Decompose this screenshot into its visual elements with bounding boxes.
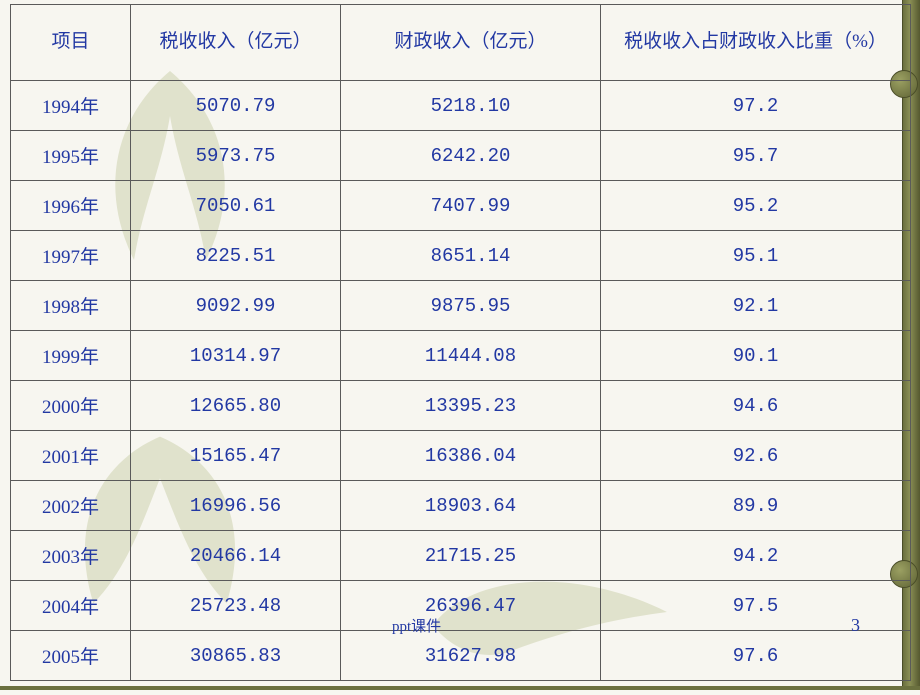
cell-value: 6242.20 [341,131,601,181]
cell-value: 26396.47 [341,581,601,631]
cell-value: 15165.47 [131,431,341,481]
cell-value: 20466.14 [131,531,341,581]
cell-year: 1995年 [11,131,131,181]
table-row: 2004年25723.4826396.4797.5 [11,581,911,631]
table-row: 2001年15165.4716386.0492.6 [11,431,911,481]
table-header-row: 项目 税收收入（亿元） 财政收入（亿元） 税收收入占财政收入比重（%） [11,5,911,81]
table-row: 2003年20466.1421715.2594.2 [11,531,911,581]
cell-year: 2003年 [11,531,131,581]
cell-year: 1999年 [11,331,131,381]
cell-value: 92.1 [601,281,911,331]
cell-value: 95.2 [601,181,911,231]
table-row: 1999年10314.9711444.0890.1 [11,331,911,381]
col-header-ratio: 税收收入占财政收入比重（%） [601,5,911,81]
cell-value: 89.9 [601,481,911,531]
cell-value: 30865.83 [131,631,341,681]
cell-value: 9092.99 [131,281,341,331]
cell-year: 1996年 [11,181,131,231]
cell-value: 8225.51 [131,231,341,281]
cell-value: 92.6 [601,431,911,481]
cell-value: 5218.10 [341,81,601,131]
cell-value: 25723.48 [131,581,341,631]
slide-watermark: ppt课件 [392,615,441,636]
cell-value: 5973.75 [131,131,341,181]
slide-page-number: 3 [851,615,860,636]
cell-value: 12665.80 [131,381,341,431]
col-header-tax: 税收收入（亿元） [131,5,341,81]
vine-border-bottom [0,686,920,690]
cell-value: 13395.23 [341,381,601,431]
cell-year: 1994年 [11,81,131,131]
cell-value: 5070.79 [131,81,341,131]
cell-value: 97.2 [601,81,911,131]
cell-value: 31627.98 [341,631,601,681]
cell-value: 16386.04 [341,431,601,481]
cell-value: 95.1 [601,231,911,281]
table-row: 1997年8225.518651.1495.1 [11,231,911,281]
cell-value: 21715.25 [341,531,601,581]
cell-value: 7407.99 [341,181,601,231]
table-row: 1996年7050.617407.9995.2 [11,181,911,231]
cell-year: 2000年 [11,381,131,431]
data-table-container: 项目 税收收入（亿元） 财政收入（亿元） 税收收入占财政收入比重（%） 1994… [10,4,910,681]
cell-value: 11444.08 [341,331,601,381]
cell-year: 1998年 [11,281,131,331]
cell-value: 97.6 [601,631,911,681]
cell-year: 2004年 [11,581,131,631]
table-row: 1998年9092.999875.9592.1 [11,281,911,331]
col-header-fiscal: 财政收入（亿元） [341,5,601,81]
table-row: 1994年5070.795218.1097.2 [11,81,911,131]
cell-value: 8651.14 [341,231,601,281]
table-row: 2000年12665.8013395.2394.6 [11,381,911,431]
cell-value: 97.5 [601,581,911,631]
table-body: 1994年5070.795218.1097.21995年5973.756242.… [11,81,911,681]
cell-year: 2002年 [11,481,131,531]
cell-year: 2005年 [11,631,131,681]
col-header-item: 项目 [11,5,131,81]
table-row: 1995年5973.756242.2095.7 [11,131,911,181]
cell-value: 95.7 [601,131,911,181]
cell-value: 10314.97 [131,331,341,381]
table-row: 2005年30865.8331627.9897.6 [11,631,911,681]
cell-value: 7050.61 [131,181,341,231]
cell-value: 94.2 [601,531,911,581]
cell-value: 90.1 [601,331,911,381]
cell-value: 16996.56 [131,481,341,531]
cell-value: 94.6 [601,381,911,431]
cell-value: 9875.95 [341,281,601,331]
cell-year: 1997年 [11,231,131,281]
cell-year: 2001年 [11,431,131,481]
table-row: 2002年16996.5618903.6489.9 [11,481,911,531]
fiscal-revenue-table: 项目 税收收入（亿元） 财政收入（亿元） 税收收入占财政收入比重（%） 1994… [10,4,911,681]
cell-value: 18903.64 [341,481,601,531]
